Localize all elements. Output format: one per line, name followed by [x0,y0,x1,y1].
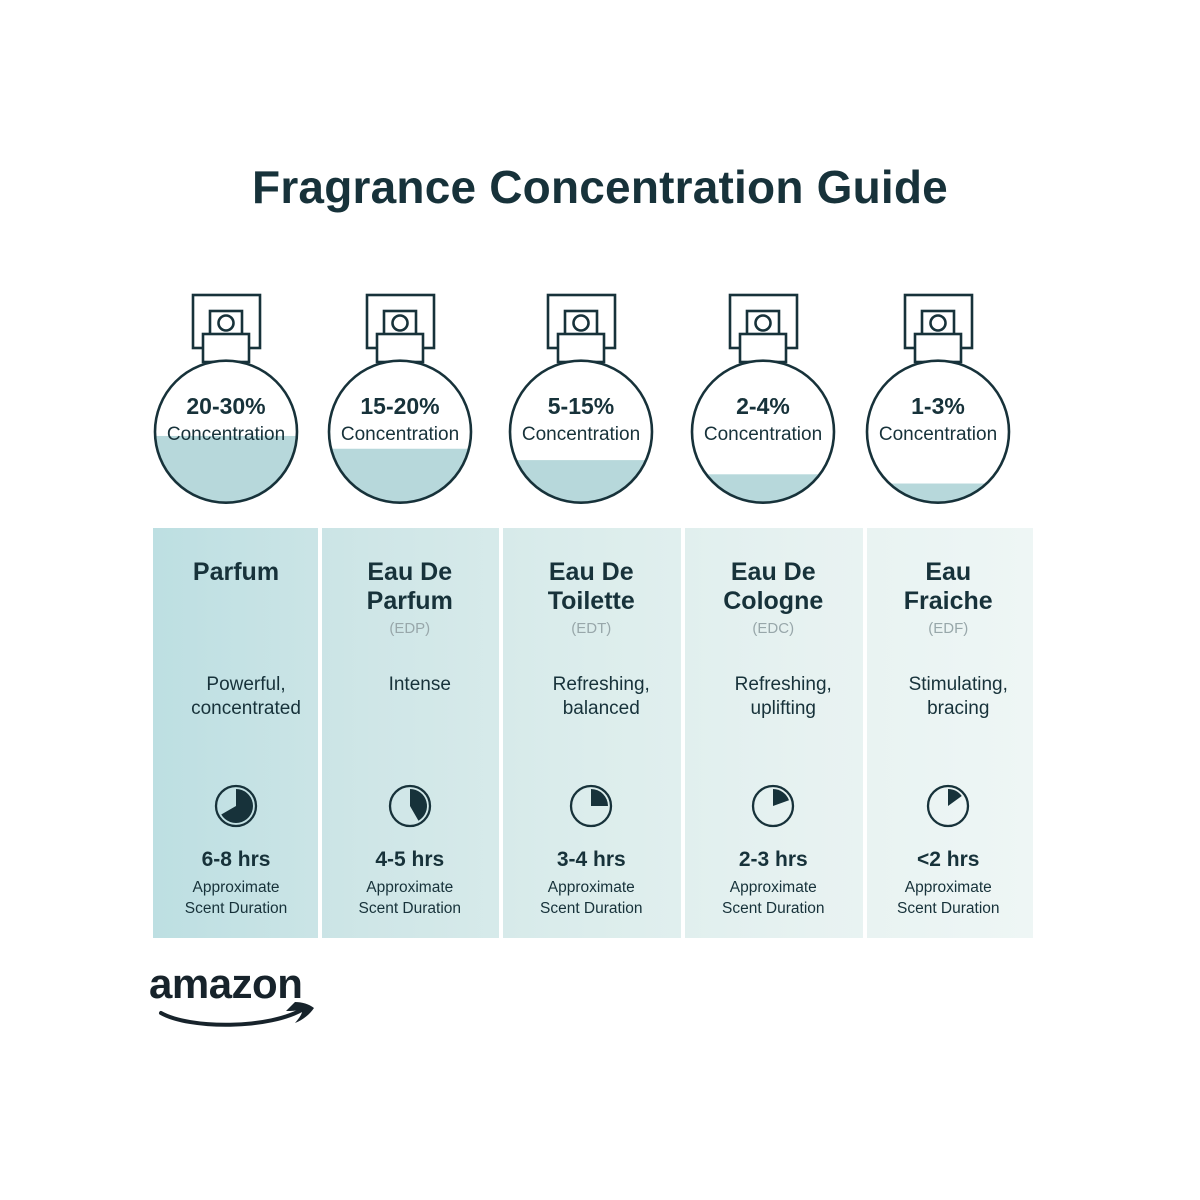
svg-text:Concentration: Concentration [704,424,822,445]
svg-text:1-3%: 1-3% [911,393,965,419]
svg-text:5-15%: 5-15% [548,393,614,419]
svg-text:15-20%: 15-20% [360,393,439,419]
svg-text:Concentration: Concentration [167,424,285,445]
svg-text:Concentration: Concentration [341,424,459,445]
svg-text:Concentration: Concentration [522,424,640,445]
svg-text:Concentration: Concentration [879,424,997,445]
svg-text:20-30%: 20-30% [186,393,265,419]
svg-text:2-4%: 2-4% [736,393,790,419]
